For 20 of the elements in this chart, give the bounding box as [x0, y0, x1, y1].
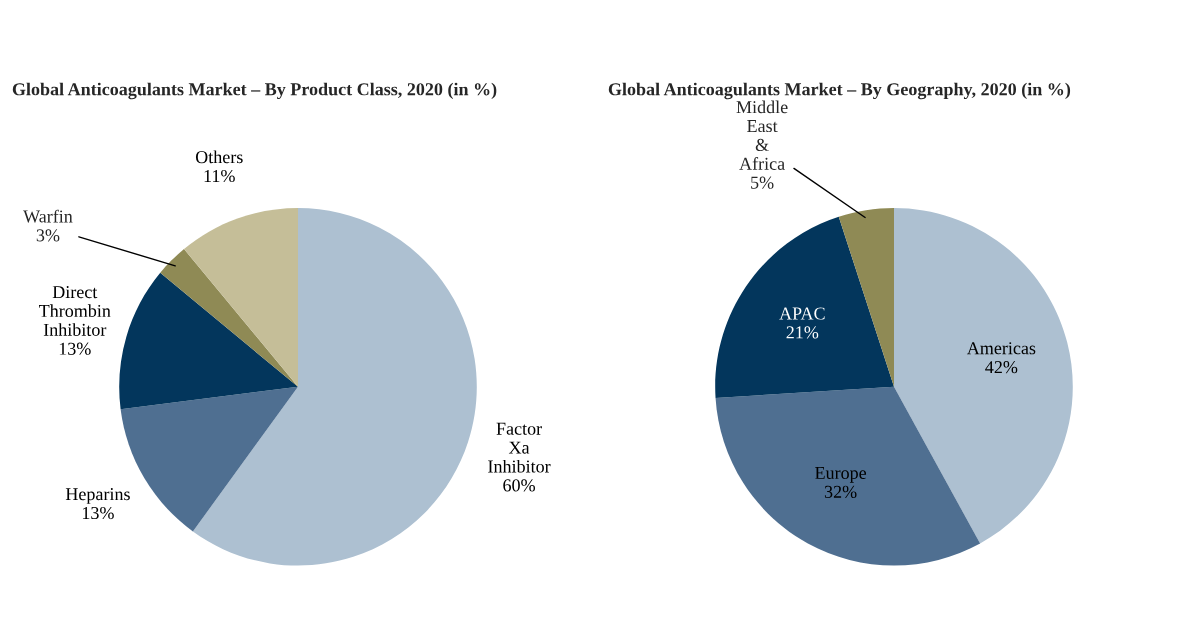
- slice-label: Factor Xa Inhibitor: [488, 422, 551, 473]
- slice-label: Middle East & Africa: [736, 100, 788, 170]
- slice-label: Others: [195, 150, 243, 164]
- data-label: 21%: [786, 326, 819, 339]
- data-label: 3%: [36, 229, 60, 242]
- chart-title: Global Anticoagulants Market – By Geography, 2020 (in %): [608, 82, 1071, 100]
- data-label: 11%: [204, 169, 235, 183]
- slice-label: Warfin: [23, 209, 73, 223]
- slice-label: APAC: [779, 307, 825, 320]
- data-label: 5%: [751, 176, 774, 189]
- data-label: 13%: [82, 506, 114, 520]
- chart-title: Global Anticoagulants Market – By Product Class, 2020 (in %): [12, 82, 497, 100]
- slice-label: Americas: [966, 342, 1036, 355]
- slice-label: Europe: [815, 467, 867, 483]
- data-label: 42%: [985, 361, 1018, 374]
- slice-label: Heparins: [65, 488, 130, 504]
- data-label: 60%: [503, 479, 535, 492]
- slice-label: Direct Thrombin Inhibitor: [39, 286, 111, 336]
- data-label: 13%: [59, 342, 91, 355]
- data-label: 32%: [824, 485, 857, 498]
